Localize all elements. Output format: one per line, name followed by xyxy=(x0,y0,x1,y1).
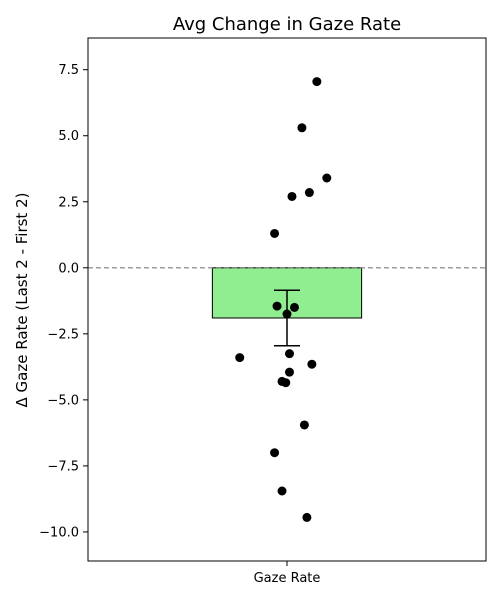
y-tick-label: 5.0 xyxy=(58,129,79,144)
data-point xyxy=(297,123,307,133)
y-tick-label: 0.0 xyxy=(58,261,79,276)
data-point xyxy=(284,367,294,377)
y-axis-label: Δ Gaze Rate (Last 2 - First 2) xyxy=(13,193,31,408)
y-tick-label: 7.5 xyxy=(58,63,79,78)
data-point xyxy=(281,378,291,388)
data-point xyxy=(322,173,332,183)
data-point xyxy=(312,77,322,87)
data-point xyxy=(277,486,287,496)
plot-frame xyxy=(87,37,487,562)
data-point xyxy=(304,188,314,198)
data-point xyxy=(284,349,294,359)
data-point xyxy=(287,191,297,201)
chart-title: Avg Change in Gaze Rate xyxy=(173,14,401,35)
data-point xyxy=(272,301,282,311)
data-point xyxy=(289,302,299,312)
y-tick-label: −2.5 xyxy=(47,327,79,342)
plot-area: −10.0 −7.5 −5.0 −2.5 0.0 2.5 5.0 7.5 Gaze Rate xyxy=(39,63,486,586)
data-point xyxy=(270,228,280,238)
y-tick-label: −10.0 xyxy=(39,525,79,540)
x-tick-label: Gaze Rate xyxy=(254,571,321,586)
data-point xyxy=(302,512,312,522)
data-point xyxy=(270,448,280,458)
data-point xyxy=(307,359,317,369)
data-point xyxy=(282,309,292,319)
data-point xyxy=(299,420,309,430)
y-tick-label: −7.5 xyxy=(47,459,79,474)
y-tick-label: 2.5 xyxy=(58,195,79,210)
y-tick-label: −5.0 xyxy=(47,393,79,408)
data-point xyxy=(235,353,245,363)
